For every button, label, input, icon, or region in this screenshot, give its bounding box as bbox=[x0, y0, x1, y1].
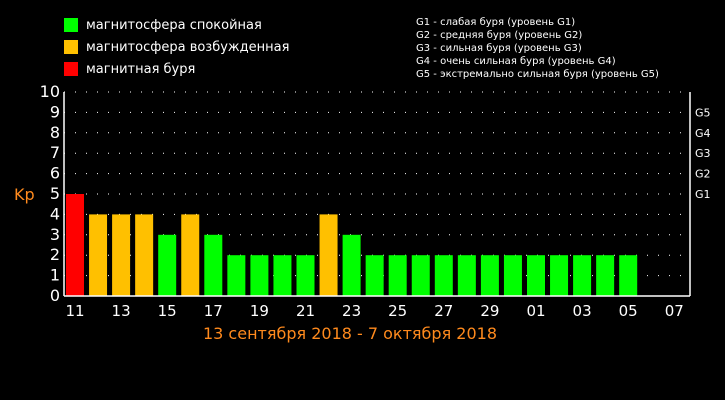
bar-11 bbox=[319, 214, 338, 296]
legend-label-quiet: магнитосфера спокойная bbox=[86, 17, 262, 33]
bar-8 bbox=[250, 255, 269, 296]
y-tick-label-8: 8 bbox=[50, 123, 60, 142]
bar-3 bbox=[135, 214, 154, 296]
bar-20 bbox=[527, 255, 545, 296]
legend-g-scale: G1 - слабая буря (уровень G1) G2 - средн… bbox=[416, 16, 659, 81]
x-tick-label-01-10: 01 bbox=[526, 302, 545, 320]
x-tick-label-23-6: 23 bbox=[342, 302, 361, 320]
x-tick-label-13-1: 13 bbox=[112, 302, 131, 320]
bar-15 bbox=[411, 255, 430, 296]
x-tick-label-07-13: 07 bbox=[665, 302, 684, 320]
y-tick-label-1: 1 bbox=[50, 266, 60, 285]
legend-swatch-active bbox=[64, 40, 78, 54]
x-tick-label-19-4: 19 bbox=[250, 302, 269, 320]
y-tick-label-7: 7 bbox=[50, 143, 60, 162]
y-axis-label: Kp bbox=[14, 185, 35, 204]
legend-label-active: магнитосфера возбужденная bbox=[86, 39, 290, 55]
bar-17 bbox=[457, 255, 476, 296]
y-tick-label-3: 3 bbox=[50, 225, 60, 244]
x-tick-label-29-9: 29 bbox=[480, 302, 499, 320]
g-level-label-g2: G2 bbox=[695, 168, 711, 181]
legend-status: магнитосфера спокойная магнитосфера возб… bbox=[64, 14, 289, 80]
bar-19 bbox=[503, 255, 522, 296]
g-level-label-g4: G4 bbox=[695, 127, 711, 140]
bar-14 bbox=[388, 255, 407, 296]
bar-21 bbox=[550, 255, 569, 296]
legend-label-storm: магнитная буря bbox=[86, 61, 196, 77]
x-tick-label-17-3: 17 bbox=[204, 302, 223, 320]
y-tick-label-10: 10 bbox=[40, 82, 60, 101]
g-scale-item-g1: G1 - слабая буря (уровень G1) bbox=[416, 17, 576, 28]
g-scale-item-g4: G4 - очень сильная буря (уровень G4) bbox=[416, 56, 616, 67]
g-level-label-g3: G3 bbox=[695, 147, 711, 160]
date-range: 13 сентября 2018 - 7 октября 2018 bbox=[202, 324, 497, 343]
g-scale-item-g3: G3 - сильная буря (уровень G3) bbox=[416, 43, 582, 54]
legend-swatch-storm bbox=[64, 62, 78, 76]
bar-16 bbox=[434, 255, 453, 296]
x-tick-label-03-11: 03 bbox=[573, 302, 592, 320]
g-level-label-g5: G5 bbox=[695, 106, 711, 119]
bar-5 bbox=[181, 214, 200, 296]
y-tick-label-4: 4 bbox=[50, 204, 60, 223]
x-tick-label-27-8: 27 bbox=[434, 302, 453, 320]
bar-0 bbox=[66, 194, 84, 296]
g-scale-item-g2: G2 - средняя буря (уровень G2) bbox=[416, 30, 583, 41]
bar-6 bbox=[204, 234, 223, 296]
legend-item-quiet: магнитосфера спокойная bbox=[64, 14, 289, 36]
bar-18 bbox=[480, 255, 499, 296]
x-tick-label-21-5: 21 bbox=[296, 302, 315, 320]
bar-1 bbox=[89, 214, 108, 296]
bar-24 bbox=[619, 255, 638, 296]
bar-4 bbox=[158, 234, 177, 296]
x-tick-label-25-7: 25 bbox=[388, 302, 407, 320]
g-level-label-g1: G1 bbox=[695, 188, 711, 201]
legend-item-storm: магнитная буря bbox=[64, 58, 289, 80]
bar-2 bbox=[112, 214, 131, 296]
bar-13 bbox=[365, 255, 384, 296]
x-tick-label-11-0: 11 bbox=[65, 302, 84, 320]
x-tick-label-15-2: 15 bbox=[158, 302, 177, 320]
y-tick-label-0: 0 bbox=[50, 286, 60, 305]
bar-7 bbox=[227, 255, 246, 296]
y-tick-label-2: 2 bbox=[50, 245, 60, 264]
bar-9 bbox=[273, 255, 292, 296]
g-scale-item-g5: G5 - экстремально сильная буря (уровень … bbox=[416, 69, 659, 80]
y-tick-label-9: 9 bbox=[50, 102, 60, 121]
bar-23 bbox=[596, 255, 615, 296]
x-tick-label-05-12: 05 bbox=[619, 302, 638, 320]
y-tick-label-5: 5 bbox=[50, 184, 60, 203]
legend-item-active: магнитосфера возбужденная bbox=[64, 36, 289, 58]
y-tick-label-6: 6 bbox=[50, 164, 60, 183]
bar-12 bbox=[342, 234, 361, 296]
bar-22 bbox=[573, 255, 592, 296]
legend-swatch-quiet bbox=[64, 18, 78, 32]
bar-10 bbox=[296, 255, 315, 296]
